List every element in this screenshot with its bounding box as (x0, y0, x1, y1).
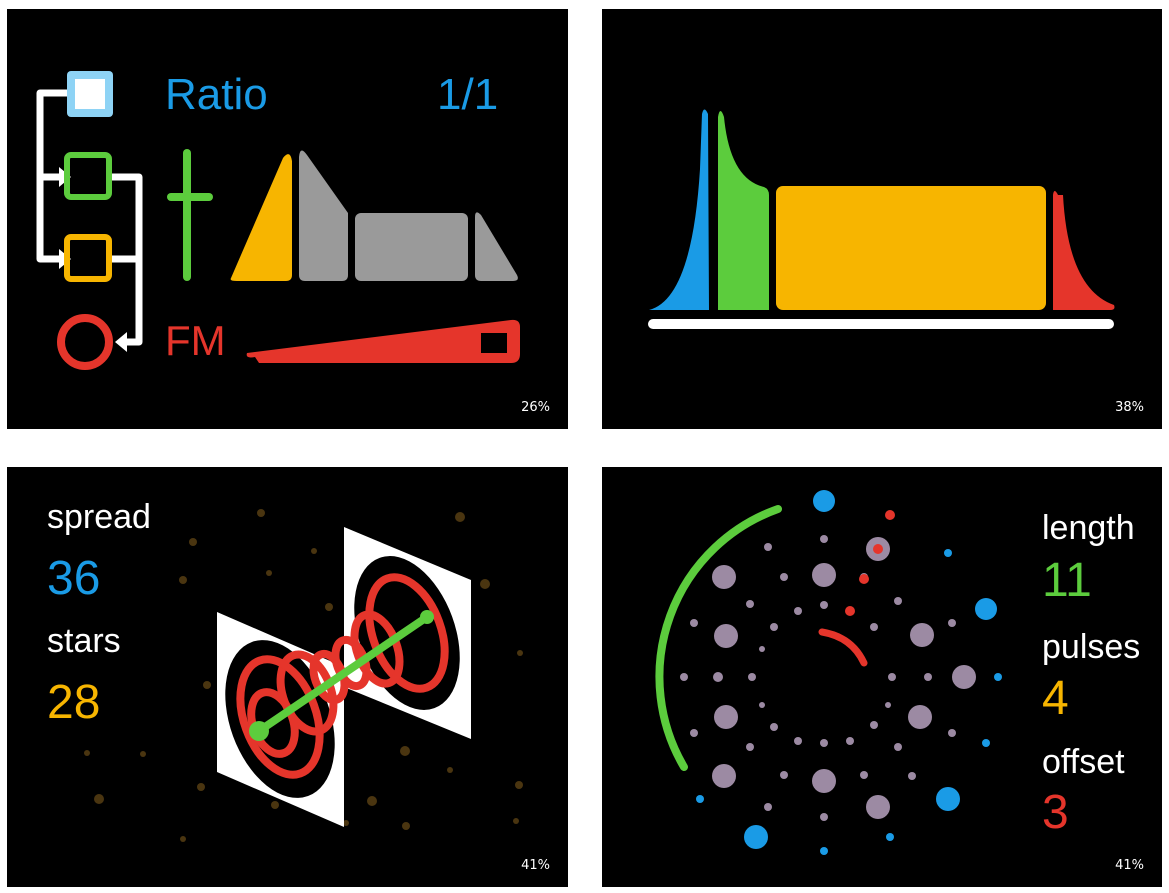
pulses-label: pulses (1042, 628, 1141, 666)
euclidean-graphic (655, 490, 1002, 855)
axis-back-node (420, 610, 434, 624)
fm-depth-handle (481, 333, 507, 353)
spread-value: 36 (47, 552, 101, 605)
tunnel-axis (255, 613, 431, 735)
star-field (84, 509, 523, 842)
sustain-block (776, 186, 1046, 310)
stars-label: stars (47, 622, 121, 660)
decay-shape (299, 150, 348, 281)
pulses-value: 4 (1042, 672, 1069, 725)
step-dots-inner (713, 573, 932, 779)
operator-3-box (64, 234, 112, 282)
envelope-graphic (648, 109, 1115, 329)
decay-curve (718, 111, 769, 310)
routing-lines (36, 89, 143, 346)
axis-front-node (249, 721, 269, 741)
envelope-screen: 38% (602, 9, 1162, 429)
attack-shape (230, 154, 292, 281)
ratio-value: 1/1 (437, 70, 499, 119)
feedback-ring (57, 314, 113, 370)
battery-level: 26% (521, 400, 550, 415)
offset-label: offset (1042, 743, 1125, 781)
release-shape (475, 212, 518, 281)
playhead-arc (818, 628, 868, 667)
length-label: length (1042, 509, 1135, 547)
length-arc (655, 505, 782, 771)
wormhole-graphic (84, 509, 523, 842)
fm-label: FM (165, 317, 226, 364)
euclidean-screen: length 11 pulses 4 offset 3 41% (602, 467, 1162, 887)
stars-value: 28 (47, 676, 101, 729)
offset-value: 3 (1042, 786, 1069, 839)
battery-level: 38% (1115, 400, 1144, 415)
attack-curve (649, 109, 709, 310)
length-value: 11 (1042, 554, 1092, 607)
release-curve (1053, 191, 1115, 310)
tuning-cross-icon (167, 149, 213, 281)
pulse-dots (696, 490, 1002, 855)
offset-dots (845, 510, 895, 616)
spread-label: spread (47, 498, 151, 536)
battery-level: 41% (521, 858, 550, 873)
operator-2-box (64, 152, 112, 200)
wormhole-screen: spread 36 stars 28 41% (7, 467, 568, 887)
ratio-label: Ratio (165, 70, 268, 119)
timeline-baseline (648, 319, 1114, 329)
step-dots-outer (680, 535, 976, 821)
battery-level: 41% (1115, 858, 1144, 873)
fm-ratio-graphic (36, 71, 520, 370)
fm-ratio-screen: Ratio 1/1 FM 26% (7, 9, 568, 429)
sustain-shape (355, 213, 468, 281)
fm-depth-wedge (246, 319, 520, 363)
